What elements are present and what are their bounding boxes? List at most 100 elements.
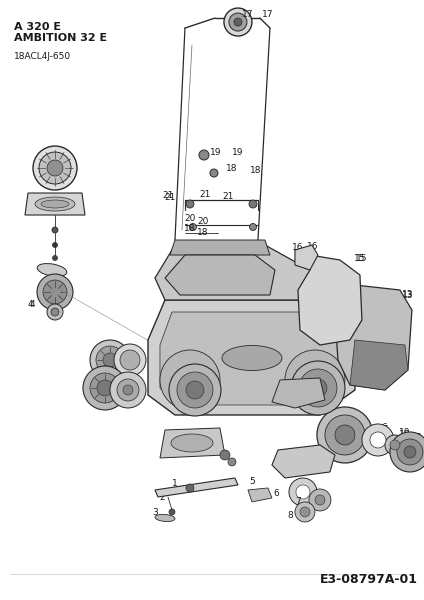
Polygon shape: [272, 445, 335, 478]
Circle shape: [299, 369, 337, 407]
Text: 6: 6: [381, 424, 387, 433]
Circle shape: [52, 227, 58, 233]
Circle shape: [234, 18, 242, 26]
Polygon shape: [298, 255, 362, 345]
Circle shape: [385, 435, 405, 455]
Circle shape: [390, 440, 400, 450]
Ellipse shape: [222, 346, 282, 370]
Circle shape: [37, 274, 73, 310]
Text: 13: 13: [402, 290, 414, 299]
Text: 21: 21: [199, 190, 211, 199]
Circle shape: [199, 150, 209, 160]
Polygon shape: [148, 300, 355, 415]
Ellipse shape: [155, 514, 175, 521]
Text: 19: 19: [232, 148, 244, 157]
Polygon shape: [160, 312, 342, 405]
Circle shape: [114, 344, 146, 376]
Text: 16: 16: [292, 242, 304, 251]
Text: 21: 21: [164, 193, 176, 202]
Circle shape: [404, 446, 416, 458]
Text: 1: 1: [172, 479, 178, 488]
Text: E3-08797A-01: E3-08797A-01: [320, 573, 418, 586]
Circle shape: [53, 242, 58, 248]
Circle shape: [110, 372, 146, 408]
Polygon shape: [155, 478, 238, 497]
Circle shape: [47, 304, 63, 320]
Polygon shape: [295, 245, 318, 270]
Text: 9: 9: [342, 412, 348, 421]
Circle shape: [43, 280, 67, 304]
Ellipse shape: [171, 434, 213, 452]
Circle shape: [390, 432, 424, 472]
Polygon shape: [335, 285, 412, 390]
Text: 20: 20: [197, 217, 209, 226]
Circle shape: [362, 424, 394, 456]
Circle shape: [186, 200, 194, 208]
Text: 21: 21: [162, 191, 174, 200]
Text: 13: 13: [402, 290, 414, 299]
Circle shape: [315, 495, 325, 505]
Circle shape: [97, 380, 113, 396]
Text: 15: 15: [354, 254, 365, 263]
Text: 18: 18: [184, 224, 196, 233]
Circle shape: [325, 415, 365, 455]
Circle shape: [47, 160, 63, 176]
Text: 5: 5: [249, 478, 255, 487]
Ellipse shape: [37, 263, 67, 277]
Circle shape: [300, 507, 310, 517]
Text: 18: 18: [226, 164, 238, 173]
Circle shape: [295, 502, 315, 522]
Circle shape: [96, 346, 124, 374]
Text: 10: 10: [399, 430, 411, 439]
Circle shape: [169, 364, 221, 416]
Text: 18: 18: [197, 227, 209, 236]
Circle shape: [370, 432, 386, 448]
Circle shape: [289, 478, 317, 506]
Text: 19: 19: [210, 148, 222, 157]
Circle shape: [249, 224, 257, 230]
Text: 15: 15: [356, 254, 368, 263]
Circle shape: [51, 308, 59, 316]
Circle shape: [90, 340, 130, 380]
Circle shape: [103, 353, 117, 367]
Circle shape: [249, 200, 257, 208]
Text: 6: 6: [273, 490, 279, 499]
Text: 20: 20: [184, 214, 195, 223]
Circle shape: [210, 169, 218, 177]
Text: 8: 8: [287, 511, 293, 520]
Text: 7: 7: [295, 497, 301, 506]
Text: 17: 17: [242, 10, 254, 19]
Circle shape: [53, 256, 58, 260]
Polygon shape: [272, 378, 325, 408]
Polygon shape: [25, 193, 85, 215]
Ellipse shape: [41, 200, 69, 208]
Text: 2: 2: [159, 493, 165, 502]
Circle shape: [317, 407, 373, 463]
Polygon shape: [165, 255, 275, 295]
Polygon shape: [350, 340, 408, 390]
Circle shape: [397, 439, 423, 465]
Circle shape: [229, 13, 247, 31]
Text: 21: 21: [222, 191, 234, 200]
Text: 18ACL4J-650: 18ACL4J-650: [14, 52, 71, 61]
Text: 18: 18: [250, 166, 262, 175]
Text: 11: 11: [412, 436, 424, 445]
Circle shape: [220, 450, 230, 460]
Polygon shape: [170, 240, 270, 255]
Circle shape: [309, 379, 327, 397]
Circle shape: [335, 425, 355, 445]
Text: 16: 16: [307, 242, 319, 251]
Circle shape: [117, 379, 139, 401]
Text: A 320 E: A 320 E: [14, 22, 61, 32]
Circle shape: [291, 361, 345, 415]
Text: 11: 11: [412, 433, 424, 442]
Circle shape: [123, 385, 133, 395]
Circle shape: [120, 350, 140, 370]
Text: 9: 9: [341, 412, 347, 421]
Circle shape: [90, 373, 120, 403]
Text: 17: 17: [262, 10, 274, 19]
Text: 10: 10: [399, 428, 411, 437]
Ellipse shape: [35, 197, 75, 211]
Circle shape: [83, 366, 127, 410]
Text: 6: 6: [382, 425, 388, 434]
